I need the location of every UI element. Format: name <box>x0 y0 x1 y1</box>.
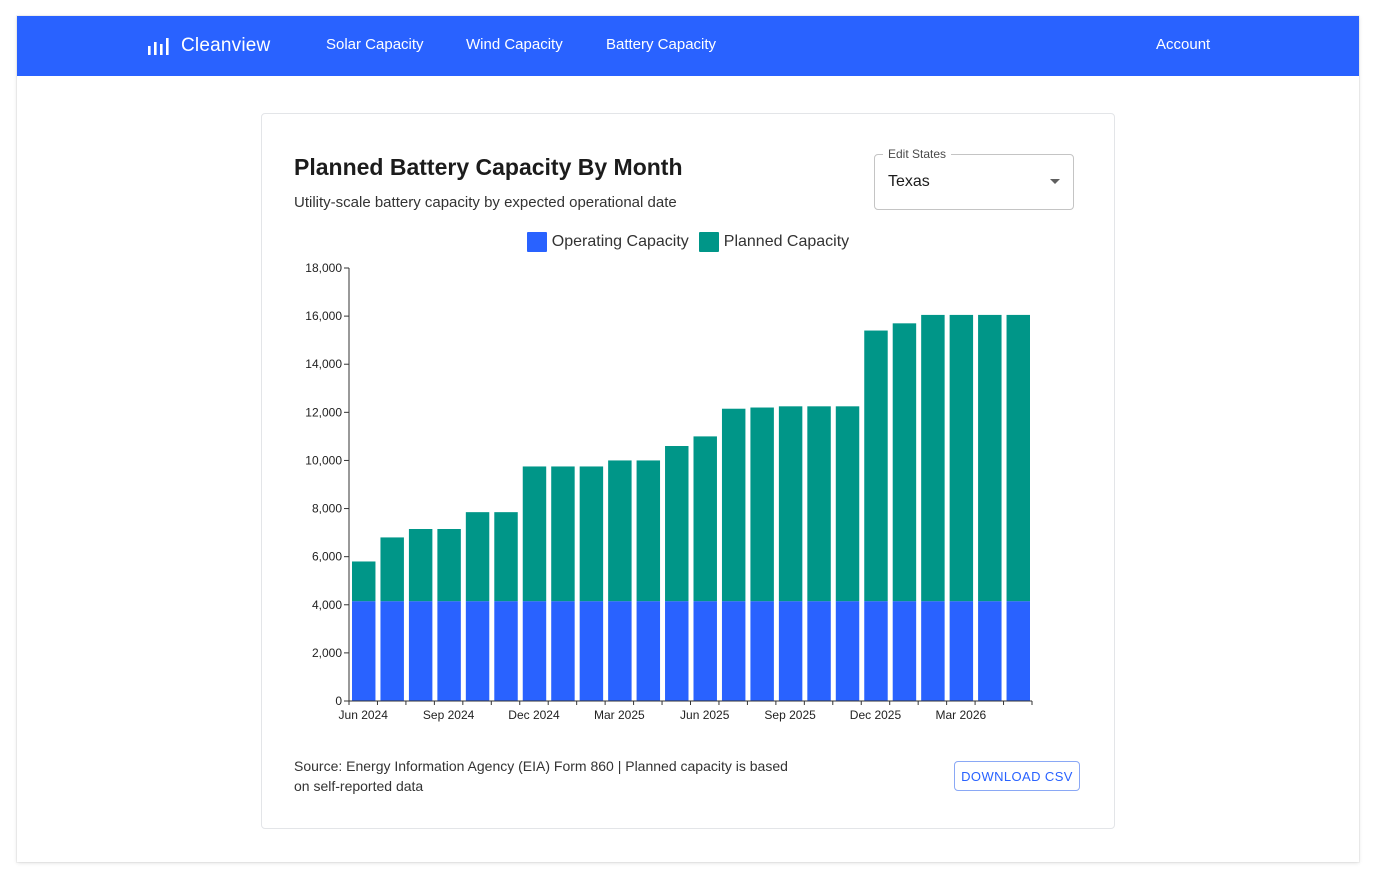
bar-operating[interactable] <box>522 601 547 701</box>
x-tick-label: Dec 2024 <box>508 708 560 722</box>
bar-planned[interactable] <box>437 529 461 602</box>
bar-operating[interactable] <box>579 601 604 701</box>
bar-planned[interactable] <box>636 460 661 602</box>
legend-item-planned[interactable]: Planned Capacity <box>698 232 850 252</box>
app-window: Cleanview Solar Capacity Wind Capacity B… <box>17 16 1359 862</box>
download-csv-button[interactable]: DOWNLOAD CSV <box>954 761 1080 791</box>
bar-operating[interactable] <box>352 601 376 701</box>
bar-operating[interactable] <box>921 601 945 701</box>
bar-operating[interactable] <box>835 601 860 701</box>
x-tick-label: Dec 2025 <box>850 708 902 722</box>
x-tick-label: Mar 2025 <box>594 708 645 722</box>
bar-operating[interactable] <box>465 601 490 701</box>
bar-planned[interactable] <box>978 314 1002 602</box>
bar-planned[interactable] <box>778 406 803 602</box>
bar-planned[interactable] <box>864 330 888 602</box>
nav-wind-capacity[interactable]: Wind Capacity <box>466 36 563 53</box>
bar-operating[interactable] <box>437 601 461 701</box>
state-select[interactable]: Edit States Texas <box>874 147 1074 210</box>
stacked-bar-chart: 0 2,000 4,000 6,000 8,000 10,000 12,000 14,000 1… <box>305 261 1033 722</box>
brand-logo[interactable]: Cleanview <box>147 16 270 76</box>
bar-planned[interactable] <box>608 460 632 602</box>
bar-planned[interactable] <box>693 436 717 602</box>
bar-planned[interactable] <box>380 537 404 602</box>
bar-operating[interactable] <box>408 601 433 701</box>
bar-planned[interactable] <box>835 406 860 602</box>
bar-operating[interactable] <box>494 601 518 701</box>
bar-operating[interactable] <box>693 601 717 701</box>
bar-planned[interactable] <box>522 466 547 602</box>
bar-planned[interactable] <box>665 446 689 602</box>
x-tick-label: Mar 2026 <box>936 708 987 722</box>
bar-planned[interactable] <box>352 561 376 602</box>
bar-planned[interactable] <box>408 529 433 602</box>
x-tick-label: Sep 2025 <box>764 708 816 722</box>
y-tick-label: 8,000 <box>312 502 342 516</box>
bar-chart-logo-icon <box>148 38 169 55</box>
y-tick-label: 2,000 <box>312 646 342 660</box>
bar-planned[interactable] <box>892 323 917 602</box>
bar-operating[interactable] <box>949 601 974 701</box>
y-tick-label: 6,000 <box>312 550 342 564</box>
legend-swatch-operating <box>526 232 547 252</box>
source-note: Source: Energy Information Agency (EIA) … <box>294 758 788 794</box>
bar-operating[interactable] <box>778 601 803 701</box>
bar-operating[interactable] <box>608 601 632 701</box>
brand-name: Cleanview <box>181 35 271 56</box>
y-tick-label: 14,000 <box>305 357 342 371</box>
y-tick-label: 16,000 <box>305 309 342 323</box>
bar-planned[interactable] <box>807 406 831 602</box>
top-navbar: Cleanview Solar Capacity Wind Capacity B… <box>17 16 1359 76</box>
legend-item-operating[interactable]: Operating Capacity <box>526 232 689 252</box>
legend-label-operating: Operating Capacity <box>551 233 689 250</box>
chart-title: Planned Battery Capacity By Month <box>294 154 683 180</box>
bar-operating[interactable] <box>721 601 746 701</box>
bar-operating[interactable] <box>551 601 575 701</box>
bar-operating[interactable] <box>864 601 888 701</box>
y-tick-label: 18,000 <box>305 261 342 275</box>
bar-operating[interactable] <box>750 601 774 701</box>
bar-operating[interactable] <box>380 601 404 701</box>
state-select-value: Texas <box>888 173 930 190</box>
bar-planned[interactable] <box>750 407 774 602</box>
y-tick-label: 4,000 <box>312 598 342 612</box>
bar-planned[interactable] <box>465 512 490 602</box>
y-tick-label: 12,000 <box>305 405 342 419</box>
bar-operating[interactable] <box>807 601 831 701</box>
bar-operating[interactable] <box>892 601 917 701</box>
bar-planned[interactable] <box>1006 314 1030 602</box>
nav-account[interactable]: Account <box>1156 36 1211 53</box>
bar-planned[interactable] <box>721 408 746 602</box>
bar-planned[interactable] <box>921 314 945 602</box>
x-tick-label: Jun 2024 <box>339 708 389 722</box>
legend-swatch-planned <box>698 232 719 252</box>
chart-card: Planned Battery Capacity By Month Utilit… <box>261 113 1115 829</box>
x-tick-label: Jun 2025 <box>680 708 730 722</box>
bar-operating[interactable] <box>978 601 1002 701</box>
bar-planned[interactable] <box>551 466 575 602</box>
y-tick-label: 10,000 <box>305 453 342 467</box>
nav-battery-capacity[interactable]: Battery Capacity <box>606 36 717 53</box>
bar-operating[interactable] <box>1006 601 1030 701</box>
state-select-label: Edit States <box>883 147 952 161</box>
y-tick-label: 0 <box>335 694 342 708</box>
dropdown-arrow-icon <box>1050 179 1060 184</box>
bar-planned[interactable] <box>494 512 518 602</box>
bar-operating[interactable] <box>636 601 661 701</box>
nav-solar-capacity[interactable]: Solar Capacity <box>326 36 424 53</box>
chart-legend: Operating Capacity Planned Capacity <box>262 232 1114 252</box>
x-tick-label: Sep 2024 <box>423 708 475 722</box>
chart-subtitle: Utility-scale battery capacity by expect… <box>294 194 677 211</box>
legend-label-planned: Planned Capacity <box>723 233 850 250</box>
bar-planned[interactable] <box>949 314 974 602</box>
bar-operating[interactable] <box>665 601 689 701</box>
bar-planned[interactable] <box>579 466 604 602</box>
